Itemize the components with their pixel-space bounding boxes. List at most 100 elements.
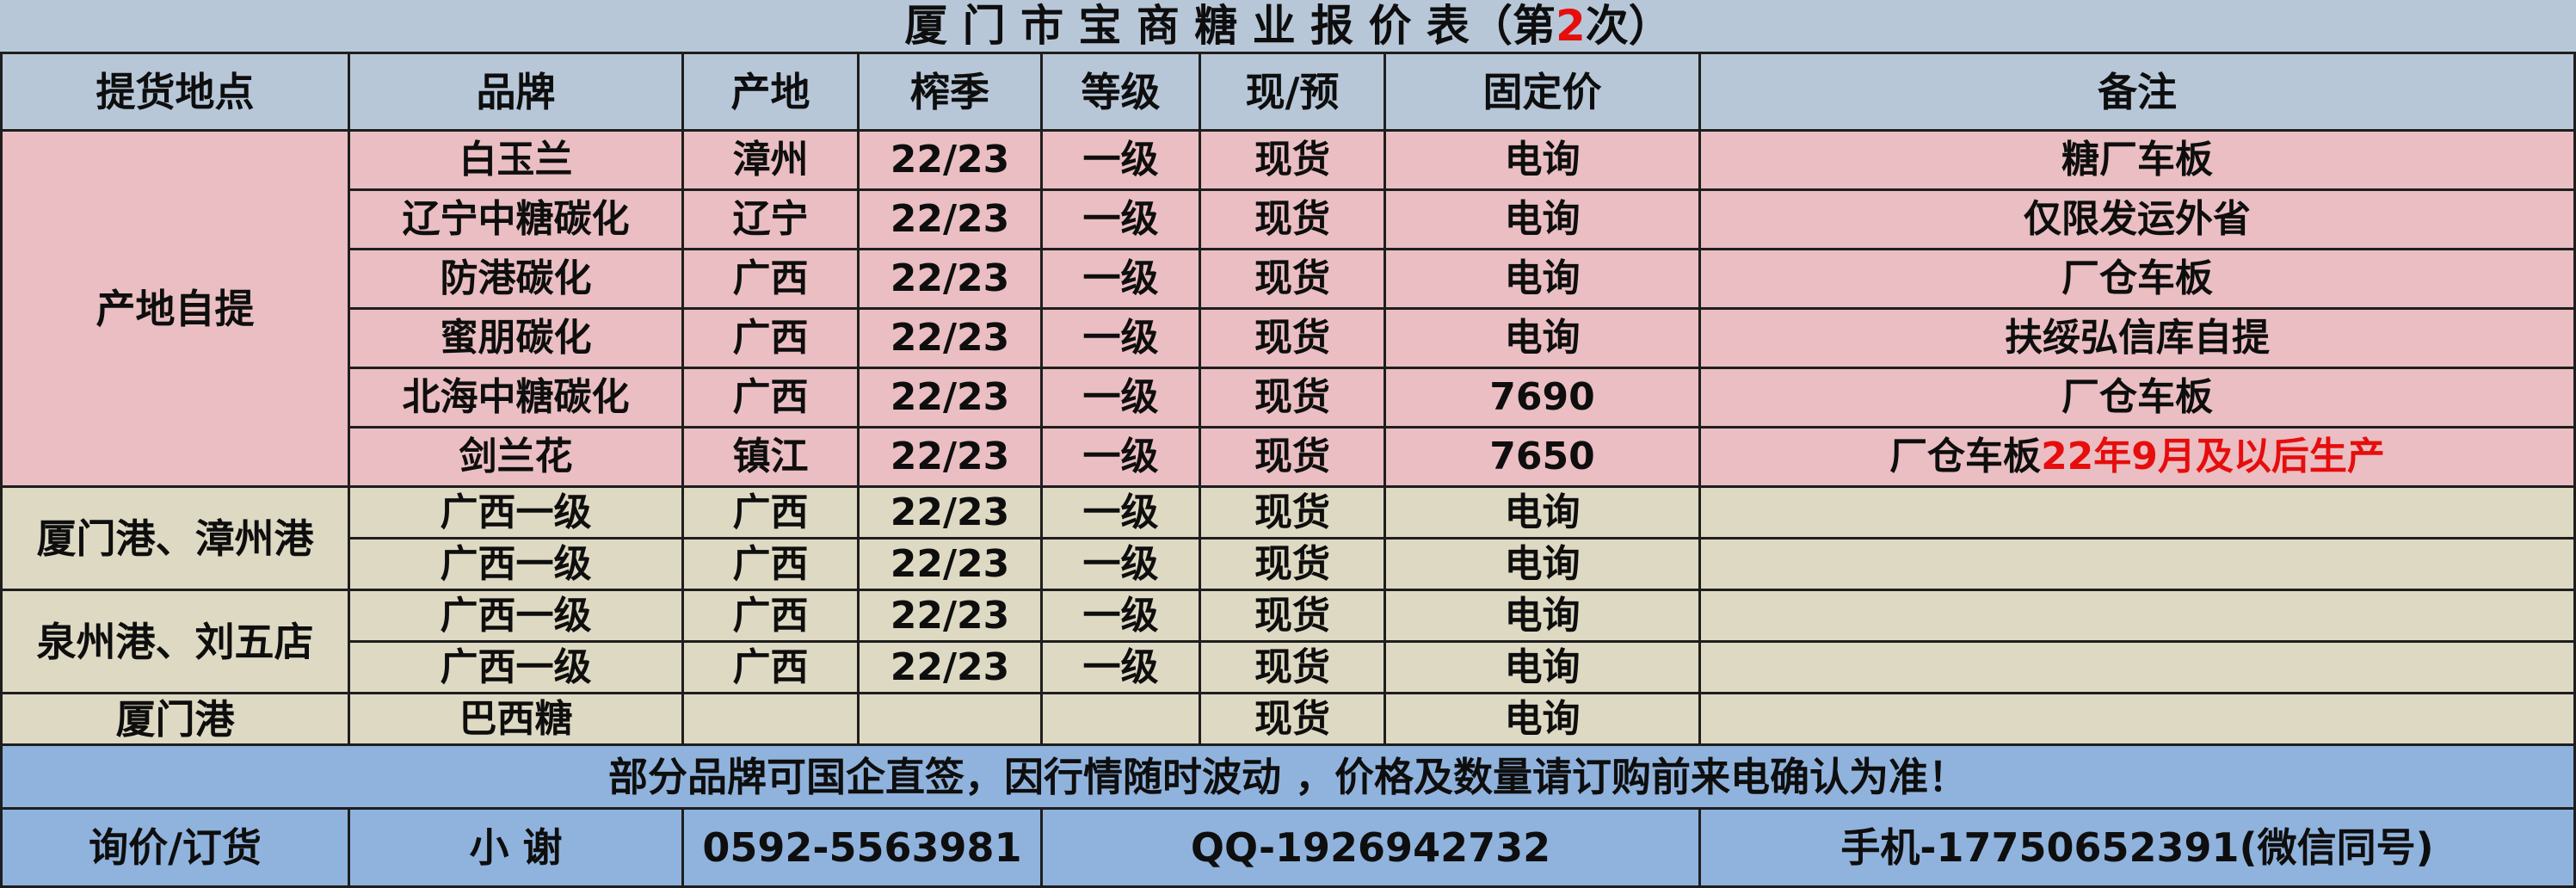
cell-season: 22/23 [860,429,1043,488]
cell-grade [1043,694,1201,746]
cell-brand: 防港碳化 [350,250,684,310]
cell-grade: 一级 [1043,250,1201,310]
cell-origin: 广西 [684,310,860,369]
cell-price: 7690 [1386,369,1701,429]
cell-brand: 广西一级 [350,540,684,591]
cell-origin: 广西 [684,591,860,643]
sheet-title: 厦 门 市 宝 商 糖 业 报 价 表（第 2 次） [0,0,2576,54]
sheet-title-edition: 2 [1555,1,1586,51]
cell-spot: 现货 [1201,132,1386,191]
cell-spot: 现货 [1201,191,1386,250]
cell-price: 7650 [1386,429,1701,488]
cell-spot: 现货 [1201,429,1386,488]
cell-remark [1701,694,2576,746]
cell-origin [684,694,860,746]
cell-origin: 广西 [684,488,860,540]
cell-spot: 现货 [1201,540,1386,591]
cell-origin: 广西 [684,369,860,429]
cell-remark [1701,488,2576,540]
cell-spot: 现货 [1201,369,1386,429]
col-header-brand: 品牌 [350,54,684,132]
contact-mobile: 手机-17750652391(微信同号) [1701,810,2576,888]
cell-season: 22/23 [860,132,1043,191]
cell-brand: 蜜朋碳化 [350,310,684,369]
cell-grade: 一级 [1043,191,1201,250]
cell-season: 22/23 [860,191,1043,250]
cell-spot: 现货 [1201,694,1386,746]
remark-text: 糖厂车板 [2061,138,2213,182]
sheet-title-text: 厦 门 市 宝 商 糖 业 报 价 表（第 [904,1,1556,51]
cell-remark: 仅限发运外省 [1701,191,2576,250]
cell-price: 电询 [1386,191,1701,250]
cell-spot: 现货 [1201,310,1386,369]
cell-spot: 现货 [1201,250,1386,310]
contact-phone: 0592-5563981 [684,810,1043,888]
cell-grade: 一级 [1043,132,1201,191]
cell-origin: 漳州 [684,132,860,191]
cell-grade: 一级 [1043,369,1201,429]
cell-remark [1701,643,2576,694]
remark-text: 厂仓车板 [1889,435,2042,478]
cell-season: 22/23 [860,643,1043,694]
cell-remark: 厂仓车板 22年9月及以后生产 [1701,429,2576,488]
cell-brand: 剑兰花 [350,429,684,488]
cell-spot: 现货 [1201,488,1386,540]
sheet-title-suffix: 次） [1585,1,1672,51]
cell-brand: 广西一级 [350,591,684,643]
contact-qq: QQ-1926942732 [1043,810,1701,888]
cell-price: 电询 [1386,540,1701,591]
cell-origin: 广西 [684,540,860,591]
cell-brand: 巴西糖 [350,694,684,746]
col-header-price: 固定价 [1386,54,1701,132]
cell-remark [1701,591,2576,643]
cell-grade: 一级 [1043,591,1201,643]
cell-remark: 扶绥弘信库自提 [1701,310,2576,369]
group-label-xiamen-port: 厦门港 [0,694,350,746]
cell-price: 电询 [1386,250,1701,310]
cell-price: 电询 [1386,643,1701,694]
cell-season: 22/23 [860,591,1043,643]
col-header-remark: 备注 [1701,54,2576,132]
group-label-xiamen-zhangzhou-port: 厦门港、漳州港 [0,488,350,591]
cell-season [860,694,1043,746]
cell-grade: 一级 [1043,540,1201,591]
cell-season: 22/23 [860,540,1043,591]
col-header-season: 榨季 [860,54,1043,132]
cell-remark: 糖厂车板 [1701,132,2576,191]
cell-brand: 北海中糖碳化 [350,369,684,429]
cell-grade: 一级 [1043,429,1201,488]
cell-price: 电询 [1386,132,1701,191]
remark-text: 仅限发运外省 [2024,197,2251,241]
remark-text: 厂仓车板 [2061,256,2213,300]
cell-price: 电询 [1386,488,1701,540]
cell-brand: 广西一级 [350,488,684,540]
contact-label: 询价/订货 [0,810,350,888]
cell-remark: 厂仓车板 [1701,250,2576,310]
cell-season: 22/23 [860,310,1043,369]
cell-spot: 现货 [1201,643,1386,694]
cell-brand: 广西一级 [350,643,684,694]
col-header-origin: 产地 [684,54,860,132]
group-label-self-pickup: 产地自提 [0,132,350,488]
cell-season: 22/23 [860,488,1043,540]
cell-brand: 辽宁中糖碳化 [350,191,684,250]
cell-season: 22/23 [860,250,1043,310]
cell-brand: 白玉兰 [350,132,684,191]
remark-text-red: 22年9月及以后生产 [2041,435,2385,478]
cell-price: 电询 [1386,310,1701,369]
remark-text: 扶绥弘信库自提 [2005,316,2270,360]
group-label-quanzhou-liuwudian: 泉州港、刘五店 [0,591,350,694]
contact-name: 小 谢 [350,810,684,888]
cell-origin: 广西 [684,643,860,694]
remark-text: 厂仓车板 [2061,375,2213,419]
cell-grade: 一级 [1043,310,1201,369]
cell-season: 22/23 [860,369,1043,429]
col-header-location: 提货地点 [0,54,350,132]
cell-grade: 一级 [1043,643,1201,694]
cell-spot: 现货 [1201,591,1386,643]
cell-origin: 广西 [684,250,860,310]
cell-price: 电询 [1386,591,1701,643]
col-header-spot: 现/预 [1201,54,1386,132]
cell-grade: 一级 [1043,488,1201,540]
